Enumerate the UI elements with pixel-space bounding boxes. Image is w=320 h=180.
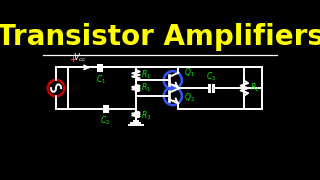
Text: $R_1$: $R_1$ xyxy=(141,82,151,94)
Text: $R_L$: $R_L$ xyxy=(251,82,260,94)
Text: Transistor Amplifiers: Transistor Amplifiers xyxy=(0,23,320,51)
Text: $C_3$: $C_3$ xyxy=(206,70,216,83)
Text: $Q_2$: $Q_2$ xyxy=(184,91,195,104)
Text: $C_1$: $C_1$ xyxy=(96,73,106,86)
Text: $R_3$: $R_3$ xyxy=(141,110,151,122)
Text: $V_{cc}$: $V_{cc}$ xyxy=(73,51,87,64)
Text: $R_1$: $R_1$ xyxy=(141,69,151,81)
Text: $Q_1$: $Q_1$ xyxy=(184,66,195,79)
Text: $C_2$: $C_2$ xyxy=(100,115,111,127)
Text: +: + xyxy=(69,55,76,64)
